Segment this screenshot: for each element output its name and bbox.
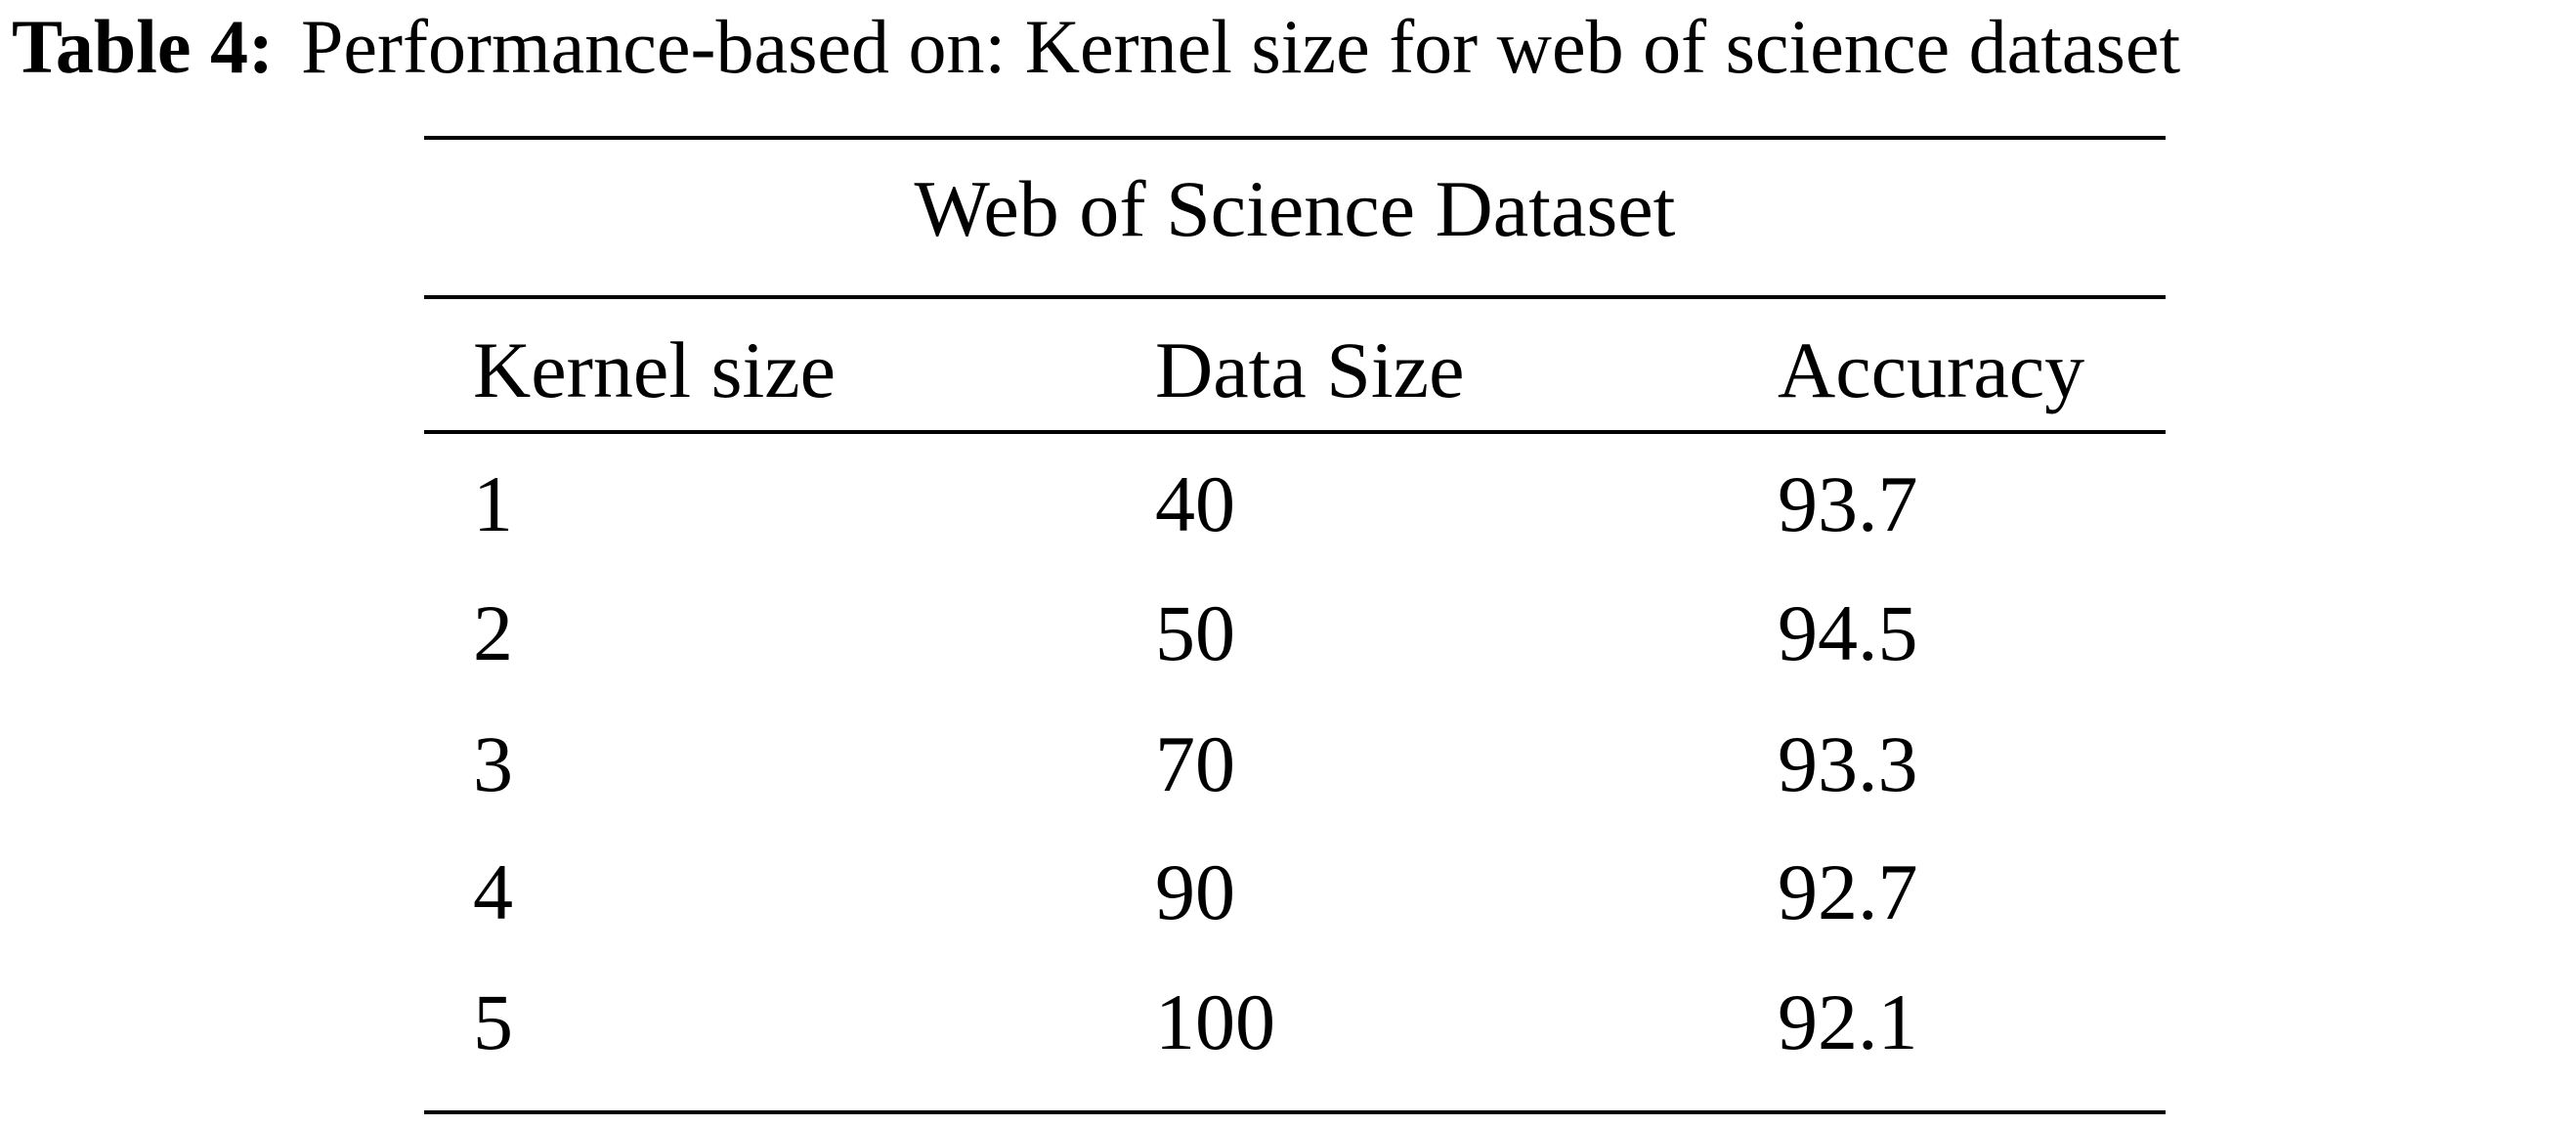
cell: 5	[473, 977, 513, 1066]
cell: 1	[473, 459, 513, 548]
caption: Table 4: Performance-based on: Kernel siz…	[12, 4, 2180, 89]
caption-label: Table 4:	[12, 4, 274, 89]
cell: 40	[1155, 459, 1235, 548]
group-header: Web of Science Dataset	[915, 164, 1676, 253]
column-header: Accuracy	[1778, 325, 2084, 414]
cell: 93.3	[1778, 719, 1918, 808]
cell: 92.1	[1778, 977, 1918, 1066]
cell: 92.7	[1778, 847, 1918, 936]
cell: 50	[1155, 588, 1235, 677]
cell: 4	[473, 847, 513, 936]
column-header: Kernel size	[473, 325, 836, 414]
cell: 100	[1155, 977, 1275, 1066]
cell: 2	[473, 588, 513, 677]
cell: 70	[1155, 719, 1235, 808]
cell: 94.5	[1778, 588, 1918, 677]
cell: 3	[473, 719, 513, 808]
column-header: Data Size	[1155, 325, 1464, 414]
cell: 93.7	[1778, 459, 1918, 548]
caption-text: Performance-based on: Kernel size for we…	[301, 4, 2180, 89]
cell: 90	[1155, 847, 1235, 936]
